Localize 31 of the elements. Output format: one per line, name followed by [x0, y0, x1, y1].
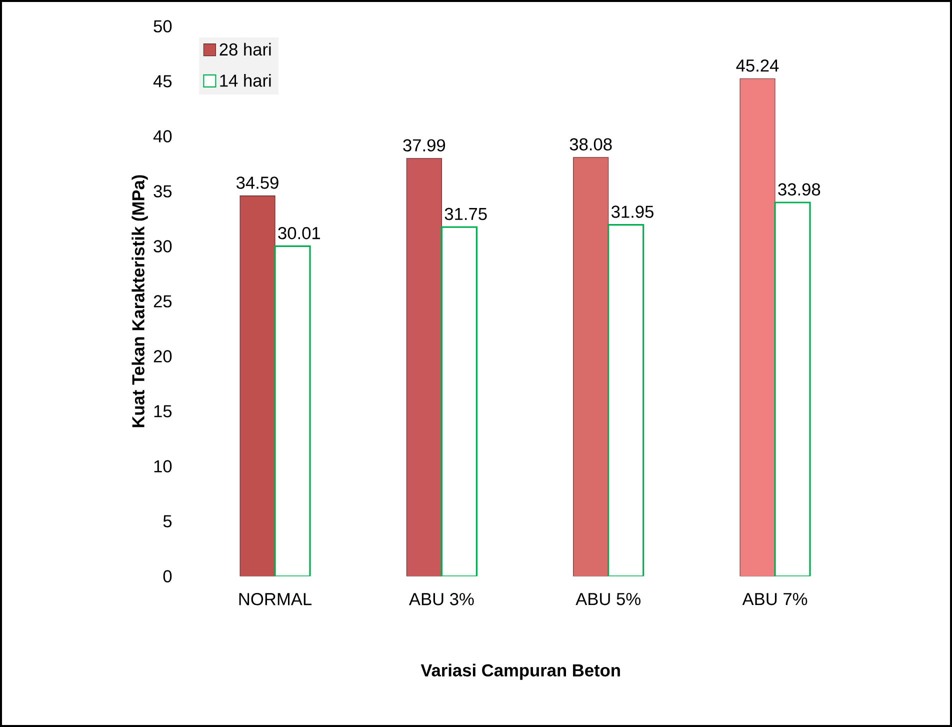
data-label: 33.98: [778, 183, 820, 196]
y-axis-title: Kuat Tekan Karakteristik (MPa): [132, 175, 148, 428]
data-label: 45.24: [736, 59, 779, 72]
x-tick-label: ABU 5%: [576, 593, 640, 606]
y-tick-label: 20: [154, 350, 172, 362]
data-label: 31.95: [611, 206, 654, 218]
y-tick-label: 10: [154, 460, 172, 472]
legend-label: 14 hari: [220, 74, 271, 87]
bar: [740, 78, 776, 576]
x-tick-label: ABU 7%: [742, 593, 808, 606]
data-label: 37.99: [403, 139, 446, 152]
x-axis-title: Variasi Campuran Beton: [420, 664, 620, 680]
y-tick-label: 5: [163, 515, 172, 528]
x-tick-label: ABU 3%: [408, 592, 474, 606]
bar: [240, 196, 276, 576]
data-label: 38.08: [570, 138, 612, 150]
y-tick-label: 0: [163, 570, 172, 582]
legend-label: 28 hari: [220, 42, 271, 56]
bar: [573, 157, 609, 576]
y-tick-label: 25: [154, 295, 172, 308]
bar: [406, 158, 442, 576]
data-label: 30.01: [278, 226, 320, 240]
data-label: 31.75: [444, 208, 487, 220]
y-tick-label: 45: [153, 75, 172, 88]
data-label: 34.59: [236, 176, 278, 189]
x-tick-label: NORMAL: [239, 592, 312, 606]
y-tick-label: 35: [154, 185, 172, 198]
y-tick-label: 30: [154, 240, 172, 252]
y-tick-label: 50: [154, 20, 172, 32]
y-tick-label: 40: [153, 130, 172, 142]
y-tick-label: 15: [154, 405, 172, 418]
